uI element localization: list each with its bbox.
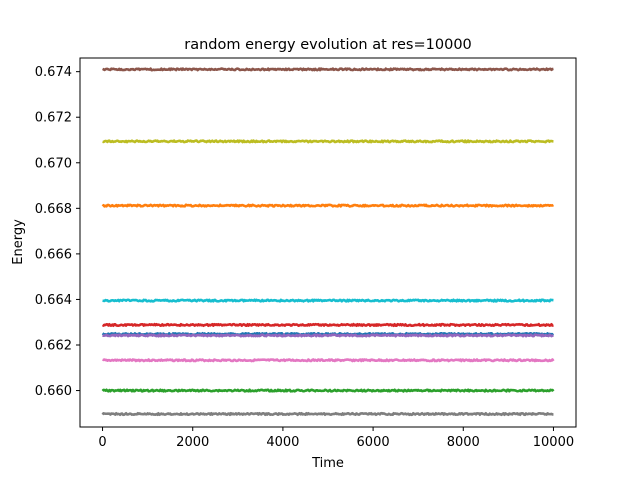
y-tick-label: 0.664 bbox=[35, 293, 72, 308]
y-tick-label: 0.666 bbox=[35, 247, 72, 262]
x-tick-label: 10000 bbox=[533, 435, 574, 450]
plot-frame bbox=[79, 57, 577, 428]
y-tick-label: 0.670 bbox=[35, 156, 72, 171]
series-line-7 bbox=[102, 358, 555, 363]
x-tick-label: 6000 bbox=[357, 435, 390, 450]
y-tick-label: 0.660 bbox=[35, 384, 72, 399]
series-line-2 bbox=[101, 203, 555, 208]
series-line-8 bbox=[101, 411, 554, 417]
series-line-9 bbox=[102, 139, 554, 144]
series-line-5 bbox=[101, 333, 554, 338]
series-line-3 bbox=[101, 388, 555, 393]
x-tick-label: 4000 bbox=[266, 435, 299, 450]
y-axis: 0.660 0.662 0.664 0.666 0.668 0.670 0.672 0.674 bbox=[35, 65, 80, 399]
y-tick-label: 0.672 bbox=[35, 111, 72, 126]
x-tick-label: 0 bbox=[98, 435, 106, 450]
series-line-10 bbox=[102, 298, 554, 303]
x-tick-label: 8000 bbox=[447, 435, 480, 450]
y-tick-label: 0.668 bbox=[35, 202, 72, 217]
series-line-6 bbox=[102, 67, 554, 72]
series-layer bbox=[101, 67, 555, 417]
y-tick-label: 0.662 bbox=[35, 339, 72, 354]
chart-title: random energy evolution at res=10000 bbox=[184, 37, 472, 53]
x-axis: 0 2000 4000 6000 8000 10000 bbox=[98, 427, 574, 450]
y-tick-label: 0.674 bbox=[35, 65, 72, 80]
series-line-4 bbox=[101, 322, 554, 328]
x-tick-label: 2000 bbox=[176, 435, 209, 450]
y-axis-label: Energy bbox=[11, 219, 26, 265]
x-axis-label: Time bbox=[311, 456, 344, 471]
